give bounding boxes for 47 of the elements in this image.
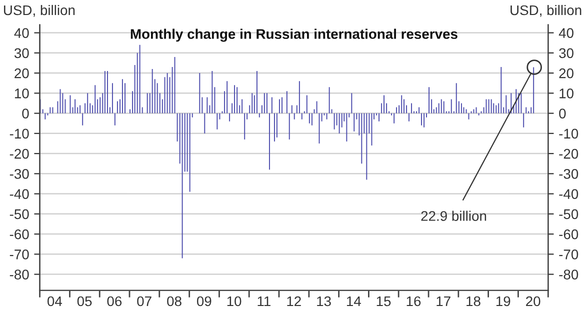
y2-tick-label: -40: [559, 189, 578, 199]
x-tick-label: 04: [48, 296, 62, 306]
x-tick-label: 17: [436, 296, 450, 306]
y2-tick-label: -50: [559, 209, 578, 220]
y2-tick-label: -60: [559, 229, 578, 240]
x-tick-label: 10: [227, 296, 242, 306]
y2-tick-label: -10: [559, 128, 578, 139]
x-tick-label: 15: [376, 296, 391, 306]
x-tick-label: 11: [258, 296, 270, 306]
y-tick-label: -60: [10, 229, 29, 240]
y2-axis-title: USD, billion: [510, 4, 582, 17]
y2-tick-label: -20: [559, 148, 578, 159]
y-tick-label: 0: [22, 108, 29, 118]
y-tick-label: -20: [10, 148, 29, 159]
y-tick-label: -10: [10, 128, 29, 139]
y-tick-label: -70: [10, 250, 29, 260]
y-tick-label: 20: [14, 68, 29, 78]
x-tick-label: 07: [137, 296, 152, 306]
y-tick-label: 40: [14, 28, 29, 38]
y2-tick-label: -80: [559, 270, 578, 280]
y-tick-label: -50: [10, 209, 29, 220]
y2-tick-label: 10: [560, 88, 574, 98]
x-tick-label: 16: [406, 296, 421, 306]
y-tick-label: -80: [10, 270, 29, 280]
y2-tick-label: 20: [559, 68, 574, 78]
x-tick-label: 14: [346, 296, 361, 306]
y2-tick-label: 40: [558, 28, 574, 38]
y2-tick-label: 0: [559, 108, 566, 118]
x-tick-label: 08: [167, 296, 182, 306]
x-tick-label: 12: [287, 296, 301, 306]
y-axis-title: USD, billion: [4, 4, 75, 17]
y2-tick-label: -70: [559, 250, 578, 260]
y2-tick-label: 30: [559, 48, 574, 58]
annotation: 22.9 billion: [421, 210, 486, 221]
x-tick-label: 18: [466, 296, 480, 306]
x-tick-label: 05: [77, 296, 92, 306]
y-tick-label: 10: [14, 88, 29, 98]
x-tick-label: 19: [496, 296, 510, 306]
y-tick-label: -40: [10, 189, 29, 199]
y-tick-label: -30: [10, 169, 29, 179]
x-tick-label: 13: [317, 296, 331, 306]
y-tick-label: 30: [14, 48, 29, 58]
y2-tick-label: -30: [559, 169, 578, 179]
x-tick-label: 06: [107, 296, 122, 306]
x-tick-label: 20: [526, 296, 540, 306]
chart-title: Monthly change in Russian international reserves: [130, 28, 458, 42]
x-tick-label: 09: [196, 296, 212, 306]
